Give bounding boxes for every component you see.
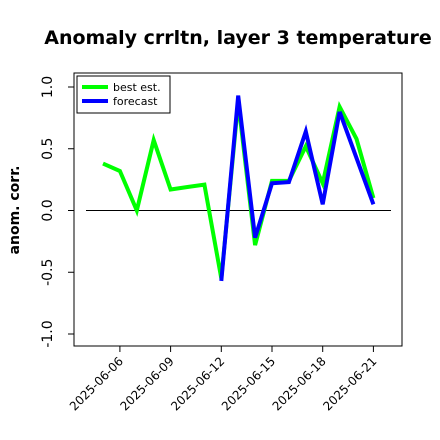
chart-title: Anomaly crrltn, layer 3 temperature: [44, 27, 432, 49]
series-line-forecast-segment: [337, 111, 376, 206]
y-tick-label: -1.0: [40, 320, 56, 347]
y-tick-label: 0.5: [40, 138, 56, 160]
legend-label-forecast: forecast: [113, 95, 158, 108]
series-lines: [102, 96, 376, 281]
legend: best est. forecast: [76, 75, 171, 114]
x-tick-label: 2025-06-21: [320, 354, 379, 413]
plot-area: [73, 72, 403, 347]
y-tick-label: -0.5: [40, 259, 56, 286]
legend-label-best-est: best est.: [113, 81, 161, 94]
legend-box: [76, 75, 171, 114]
y-axis-label: anom. corr.: [7, 166, 23, 255]
series-line-best-est: [102, 101, 376, 279]
y-tick-label: 0.0: [40, 199, 56, 221]
y-tick-label: 1.0: [40, 76, 56, 98]
x-axis: 2025-06-062025-06-092025-06-122025-06-15…: [67, 346, 380, 413]
y-axis: -1.0 -0.5 0.0 0.5 1.0: [40, 76, 74, 348]
